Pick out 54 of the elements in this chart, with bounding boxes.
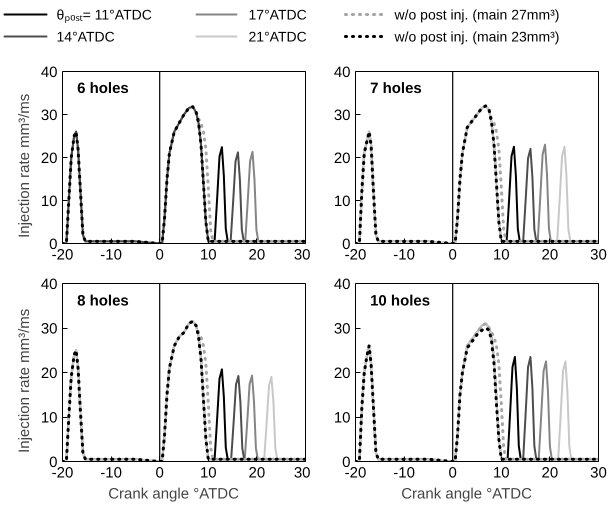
y-tick-label: 0 <box>49 454 58 471</box>
y-axis-title: Injection rate mm³/ms <box>16 308 33 453</box>
x-tick-label: 30 <box>294 464 311 482</box>
text: 10 holes <box>370 292 430 310</box>
y-tick-label: 20 <box>334 365 351 382</box>
text: 8 holes <box>77 292 129 310</box>
legend-label: 17°ATDC <box>248 6 307 22</box>
y-tick-label: 0 <box>49 236 58 253</box>
x-axis-title: Crank angle °ATDC <box>401 486 532 502</box>
x-tick-label: 0 <box>448 246 457 264</box>
text: 7 holes <box>370 80 422 98</box>
x-tick-label: 30 <box>590 246 607 264</box>
x-tick-label: 10 <box>492 464 510 482</box>
y-tick-label: 20 <box>40 150 58 167</box>
x-axis-title: Crank angle °ATDC <box>108 486 240 502</box>
x-tick-label: 10 <box>200 246 217 264</box>
y-tick-label: 20 <box>40 365 58 382</box>
x-tick-label: -10 <box>393 246 415 264</box>
x-tick-label: 0 <box>448 464 457 482</box>
y-tick-label: 40 <box>40 64 58 81</box>
x-tick-label: 20 <box>542 464 558 482</box>
x-tick-label: 0 <box>156 246 164 264</box>
y-tick-label: 30 <box>334 107 351 124</box>
legend-label: w/o post inj. (main 27mm³) <box>394 6 560 22</box>
y-tick-label: 20 <box>334 150 351 167</box>
x-tick-label: 10 <box>200 464 217 482</box>
legend-label: w/o post inj. (main 23mm³) <box>394 28 560 44</box>
y-tick-label: 0 <box>342 236 350 253</box>
x-tick-label: 20 <box>542 246 558 264</box>
y-tick-label: 40 <box>334 276 351 293</box>
y-tick-label: 10 <box>40 193 58 210</box>
y-tick-label: 30 <box>40 320 58 338</box>
x-tick-label: -10 <box>100 246 122 264</box>
x-tick-label: -10 <box>393 464 415 482</box>
legend-label: 14°ATDC <box>56 28 115 44</box>
y-tick-label: 10 <box>40 410 58 426</box>
x-tick-label: 20 <box>248 464 266 482</box>
text: 6 holes <box>77 80 129 98</box>
x-tick-label: -10 <box>100 464 122 482</box>
y-tick-label: 0 <box>342 454 350 471</box>
y-tick-label: 10 <box>334 193 351 210</box>
x-tick-label: 10 <box>492 246 510 264</box>
x-tick-label: 30 <box>590 464 607 482</box>
y-tick-label: 30 <box>40 107 58 124</box>
legend-label: θₚₒₛₜ= 11°ATDC <box>56 6 152 24</box>
y-tick-label: 30 <box>334 320 351 338</box>
x-tick-label: 0 <box>156 464 164 482</box>
x-tick-label: 30 <box>294 246 311 264</box>
y-tick-label: 40 <box>40 276 58 293</box>
y-tick-label: 10 <box>334 410 351 426</box>
y-tick-label: 40 <box>334 64 351 81</box>
x-tick-label: 20 <box>248 246 266 264</box>
y-axis-title: Injection rate mm³/ms <box>16 94 33 238</box>
legend-label: 21°ATDC <box>248 28 307 44</box>
